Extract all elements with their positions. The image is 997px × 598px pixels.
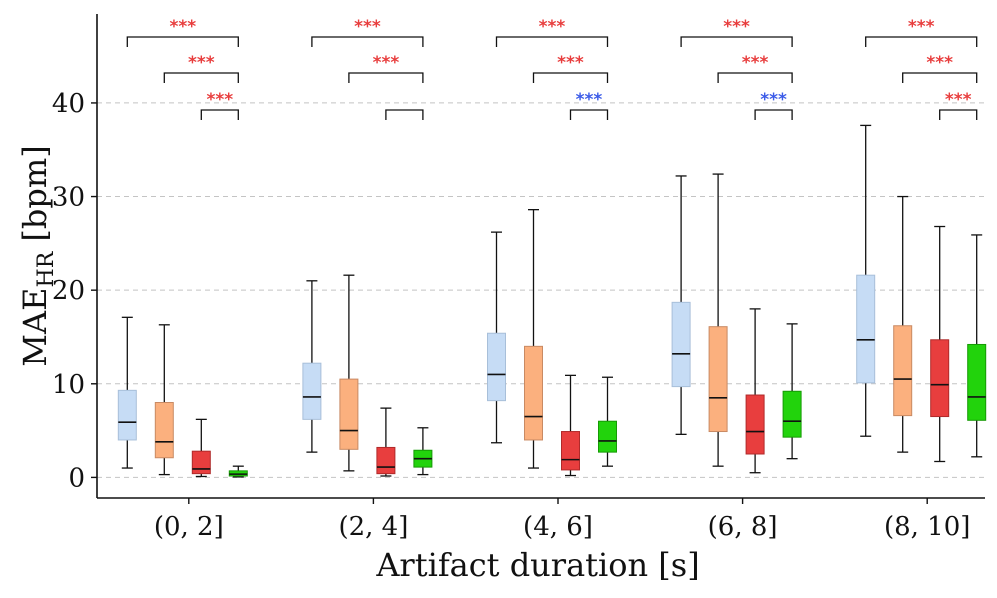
significance-label: *** [206,90,233,110]
significance-bracket [126,36,239,47]
x-tick-label: (2, 4] [338,512,408,542]
y-tick-label: 40 [52,89,85,119]
box-group [487,209,617,477]
y-tick-label: 0 [68,463,85,493]
y-gridlines [97,102,985,478]
y-tick-label: 30 [52,183,85,213]
box-iqr [856,274,876,384]
significance-bracket [569,109,609,120]
significance-bracket [348,72,424,83]
significance-bracket [200,109,239,120]
significance-label: *** [576,90,603,110]
significance-label: *** [760,90,787,110]
box-iqr [302,362,322,420]
box-iqr [339,378,359,450]
box-iqr [524,345,543,441]
axes [96,14,985,499]
significance-bracket [495,36,609,47]
significance-label: *** [354,17,381,37]
significance-bracket [680,36,793,47]
significance-bracket [902,72,978,83]
significance-label: *** [373,53,400,73]
significance-label: *** [169,17,196,37]
box-group [671,173,802,474]
box-iqr [154,402,174,459]
significance-bracket [163,72,239,83]
significance-label: *** [908,17,935,37]
box-iqr [930,339,950,418]
box-group [302,274,433,477]
x-tick-label: (6, 8] [708,512,778,542]
significance-label: *** [723,17,750,37]
y-tick-label: 20 [52,276,85,306]
box-iqr [671,301,691,388]
significance-bracket [532,72,609,83]
significance-label: *** [188,53,215,73]
y-tick-label: 10 [52,370,85,400]
y-axis-label-main: MAE [16,287,54,366]
box-iqr [745,394,765,455]
x-tick-label: (8, 10] [884,512,970,542]
box-iqr [117,389,137,441]
box-group [856,124,987,463]
y-axis-label-unit: [bpm] [16,145,54,251]
significance-bracket [754,109,793,120]
x-tick-label: (4, 6] [523,512,593,542]
box-iqr [598,420,617,453]
significance-bracket [865,36,978,47]
box-iqr [376,446,396,475]
box-iqr [708,326,728,433]
significance-label: *** [926,53,953,73]
significance-label: *** [945,90,972,110]
box-iqr [967,343,987,421]
significance-bracket [939,109,978,120]
significance-label: *** [539,17,566,37]
box-iqr [782,390,802,438]
significance-label: *** [557,53,584,73]
significance-bracket [385,109,424,120]
y-ticks: 0 10 20 30 40 [52,89,97,493]
x-tick-label: (0, 2] [154,512,224,542]
y-axis-label-subscript: HR [34,250,59,287]
significance-bracket [311,36,424,47]
box-groups [117,124,987,478]
significance-label: *** [742,53,769,73]
x-ticks: (0, 2] (2, 4] (4, 6] (6, 8] (8, 10] [154,498,970,542]
y-axis-label: MAEHR [bpm] [16,145,59,366]
x-axis-label: Artifact duration [s] [375,546,699,584]
box-iqr [191,450,211,475]
significance-bracket [717,72,793,83]
significance-brackets: *** *** *** *** *** *** *** *** *** *** *** *** *** *… [126,17,978,120]
box-iqr [893,325,913,417]
box-group [117,316,248,478]
box-iqr [561,431,580,471]
box-iqr [487,332,506,402]
